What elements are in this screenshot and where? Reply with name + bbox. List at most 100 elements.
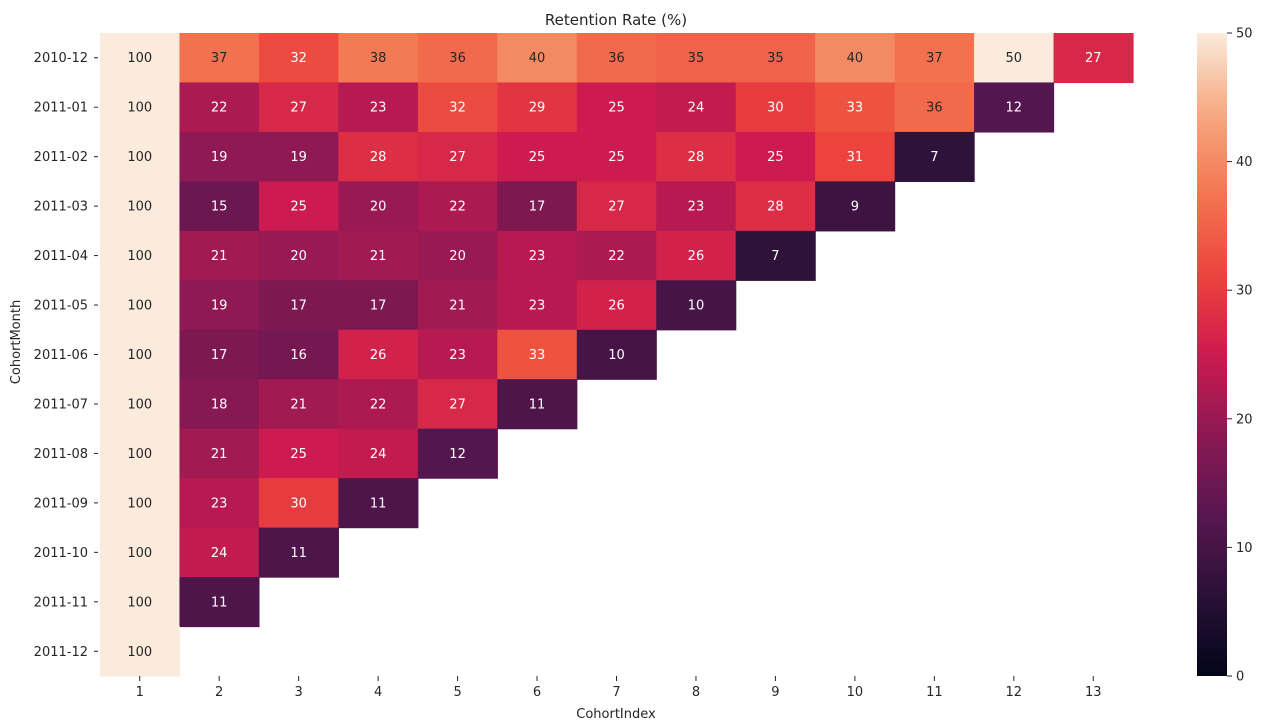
heatmap-cell — [417, 33, 498, 84]
y-tick-label: 2011-11 — [34, 595, 88, 610]
heatmap-cell — [656, 131, 737, 182]
heatmap-cell-label: 50 — [1006, 51, 1023, 66]
heatmap-cell-label: 11 — [529, 397, 546, 412]
heatmap-cell-label: 100 — [127, 200, 152, 215]
heatmap-cell — [338, 33, 419, 84]
heatmap-cell — [815, 33, 896, 84]
heatmap-cell — [179, 230, 260, 281]
heatmap-cell — [258, 329, 339, 380]
x-tick-label: 13 — [1085, 685, 1102, 700]
heatmap-cell — [179, 527, 260, 578]
heatmap-cell-label: 20 — [370, 200, 387, 215]
heatmap-cell — [894, 131, 975, 182]
heatmap-cell — [497, 131, 578, 182]
y-tick-label: 2011-12 — [34, 645, 88, 660]
heatmap-cell — [576, 329, 657, 380]
y-tick-label: 2011-08 — [34, 447, 88, 462]
colorbar-tick-label: 50 — [1236, 27, 1253, 42]
heatmap-cell-label: 36 — [608, 51, 625, 66]
heatmap-cell-label: 16 — [290, 348, 307, 363]
heatmap-cell — [417, 280, 498, 331]
heatmap-cell — [338, 82, 419, 133]
heatmap-cell-label: 100 — [127, 397, 152, 412]
heatmap-cell — [338, 230, 419, 281]
heatmap-cell-label: 21 — [370, 249, 387, 264]
heatmap-cell — [179, 181, 260, 232]
heatmap-cell — [338, 428, 419, 479]
heatmap-cell-label: 11 — [290, 546, 307, 561]
heatmap-cell — [656, 33, 737, 84]
heatmap-cell-label: 23 — [370, 101, 387, 116]
heatmap-cell — [338, 478, 419, 529]
heatmap-cell — [417, 82, 498, 133]
heatmap-cell — [576, 82, 657, 133]
heatmap-cell-label: 7 — [930, 150, 938, 165]
colorbar-tick-label: 40 — [1236, 155, 1253, 170]
heatmap-cell-label: 25 — [290, 447, 307, 462]
heatmap-cell — [656, 230, 737, 281]
heatmap-cell-label: 25 — [608, 150, 625, 165]
heatmap-cell — [735, 181, 816, 232]
heatmap-cells: 100 37 32 38 36 40 36 35 35 40 37 50 27 100 22 27 23 32 29… — [100, 33, 1134, 677]
heatmap-cell — [100, 181, 181, 232]
heatmap-cell-label: 11 — [211, 595, 228, 610]
heatmap-cell-label: 22 — [449, 200, 466, 215]
heatmap-cell-label: 31 — [847, 150, 864, 165]
heatmap-cell-label: 36 — [449, 51, 466, 66]
heatmap-cell-label: 10 — [608, 348, 625, 363]
heatmap-cell — [338, 329, 419, 380]
y-tick-label: 2011-04 — [34, 249, 88, 264]
x-tick-label: 6 — [533, 685, 541, 700]
chart-title: Retention Rate (%) — [545, 11, 687, 29]
heatmap-cell — [100, 33, 181, 84]
heatmap-cell — [735, 230, 816, 281]
y-tick-label: 2011-07 — [34, 397, 88, 412]
heatmap-cell — [179, 478, 260, 529]
colorbar-tick-label: 30 — [1236, 284, 1253, 299]
heatmap-cell-label: 37 — [926, 51, 943, 66]
heatmap-cell — [100, 230, 181, 281]
heatmap-cell-label: 24 — [370, 447, 387, 462]
y-tick-labels: 2010-12 2011-01 2011-02 2011-03 2011-04 2011-… — [34, 51, 98, 660]
heatmap-cell-label: 15 — [211, 200, 228, 215]
colorbar-tick-label: 20 — [1236, 412, 1253, 427]
heatmap-cell-label: 20 — [449, 249, 466, 264]
heatmap-cell-label: 32 — [449, 101, 466, 116]
heatmap-cell-label: 23 — [529, 299, 546, 314]
heatmap-cell — [179, 428, 260, 479]
heatmap-cell-label: 19 — [211, 150, 228, 165]
x-tick-labels: 1 2 3 4 5 6 7 8 9 10 11 12 13 — [136, 676, 1102, 700]
heatmap-cell-label: 35 — [767, 51, 784, 66]
heatmap-cell — [258, 527, 339, 578]
heatmap-cell — [100, 626, 181, 677]
heatmap-cell-label: 100 — [127, 348, 152, 363]
heatmap-cell-label: 7 — [771, 249, 779, 264]
heatmap-cell-label: 100 — [127, 150, 152, 165]
x-tick-label: 4 — [374, 685, 382, 700]
heatmap-cell — [100, 280, 181, 331]
heatmap-cell — [258, 280, 339, 331]
x-tick-label: 5 — [453, 685, 461, 700]
heatmap-cell-label: 40 — [847, 51, 864, 66]
heatmap-cell-label: 100 — [127, 546, 152, 561]
heatmap-cell-label: 26 — [688, 249, 705, 264]
heatmap-cell — [576, 181, 657, 232]
heatmap-cell-label: 27 — [449, 397, 466, 412]
heatmap-cell — [100, 428, 181, 479]
heatmap-cell — [576, 280, 657, 331]
heatmap-cell — [815, 131, 896, 182]
heatmap-cell — [656, 181, 737, 232]
heatmap-cell — [100, 527, 181, 578]
heatmap-cell — [338, 280, 419, 331]
heatmap-cell — [338, 131, 419, 182]
heatmap-cell — [338, 379, 419, 430]
heatmap-cell-label: 38 — [370, 51, 387, 66]
heatmap-cell — [258, 131, 339, 182]
x-tick-label: 7 — [612, 685, 620, 700]
heatmap-cell-label: 21 — [211, 447, 228, 462]
heatmap-cell-label: 19 — [211, 299, 228, 314]
y-tick-label: 2011-05 — [34, 299, 88, 314]
heatmap-cell — [100, 379, 181, 430]
heatmap-cell-label: 28 — [688, 150, 705, 165]
heatmap-cell-label: 29 — [529, 101, 546, 116]
